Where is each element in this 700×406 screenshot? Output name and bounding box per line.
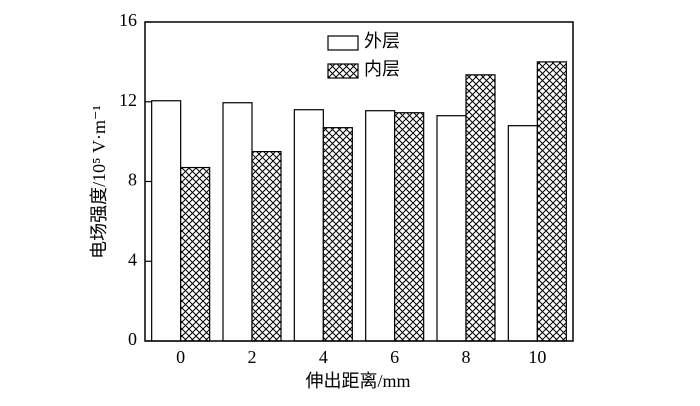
legend-label: 内层: [364, 59, 400, 79]
legend-label: 外层: [364, 31, 400, 51]
bar: [222, 102, 253, 342]
bar: [293, 109, 324, 342]
y-axis-label: 电场强度/10⁵ V·m⁻¹: [89, 105, 109, 259]
bar: [536, 61, 567, 342]
legend-swatch: [327, 35, 359, 51]
x-tick-label: 2: [248, 347, 257, 367]
bar: [465, 74, 496, 342]
y-tick-label: 12: [119, 90, 137, 110]
y-tick-label: 0: [128, 329, 137, 349]
bar: [365, 110, 396, 342]
bar: [436, 115, 467, 342]
x-tick-label: 6: [390, 347, 399, 367]
bar: [394, 112, 425, 342]
bar: [180, 166, 211, 342]
y-tick-label: 16: [119, 10, 137, 30]
bar: [507, 125, 538, 342]
y-tick-label: 4: [128, 249, 137, 269]
bar: [151, 100, 182, 342]
x-tick-label: 8: [462, 347, 471, 367]
bar: [322, 127, 353, 342]
legend-swatch: [327, 63, 359, 79]
x-tick-label: 4: [319, 347, 328, 367]
plot-frame: [144, 21, 574, 342]
bar: [251, 150, 282, 342]
y-tick-label: 8: [128, 170, 137, 190]
x-tick-label: 0: [176, 347, 185, 367]
x-tick-label: 10: [528, 347, 546, 367]
x-axis-label: 伸出距离/mm: [305, 371, 410, 391]
